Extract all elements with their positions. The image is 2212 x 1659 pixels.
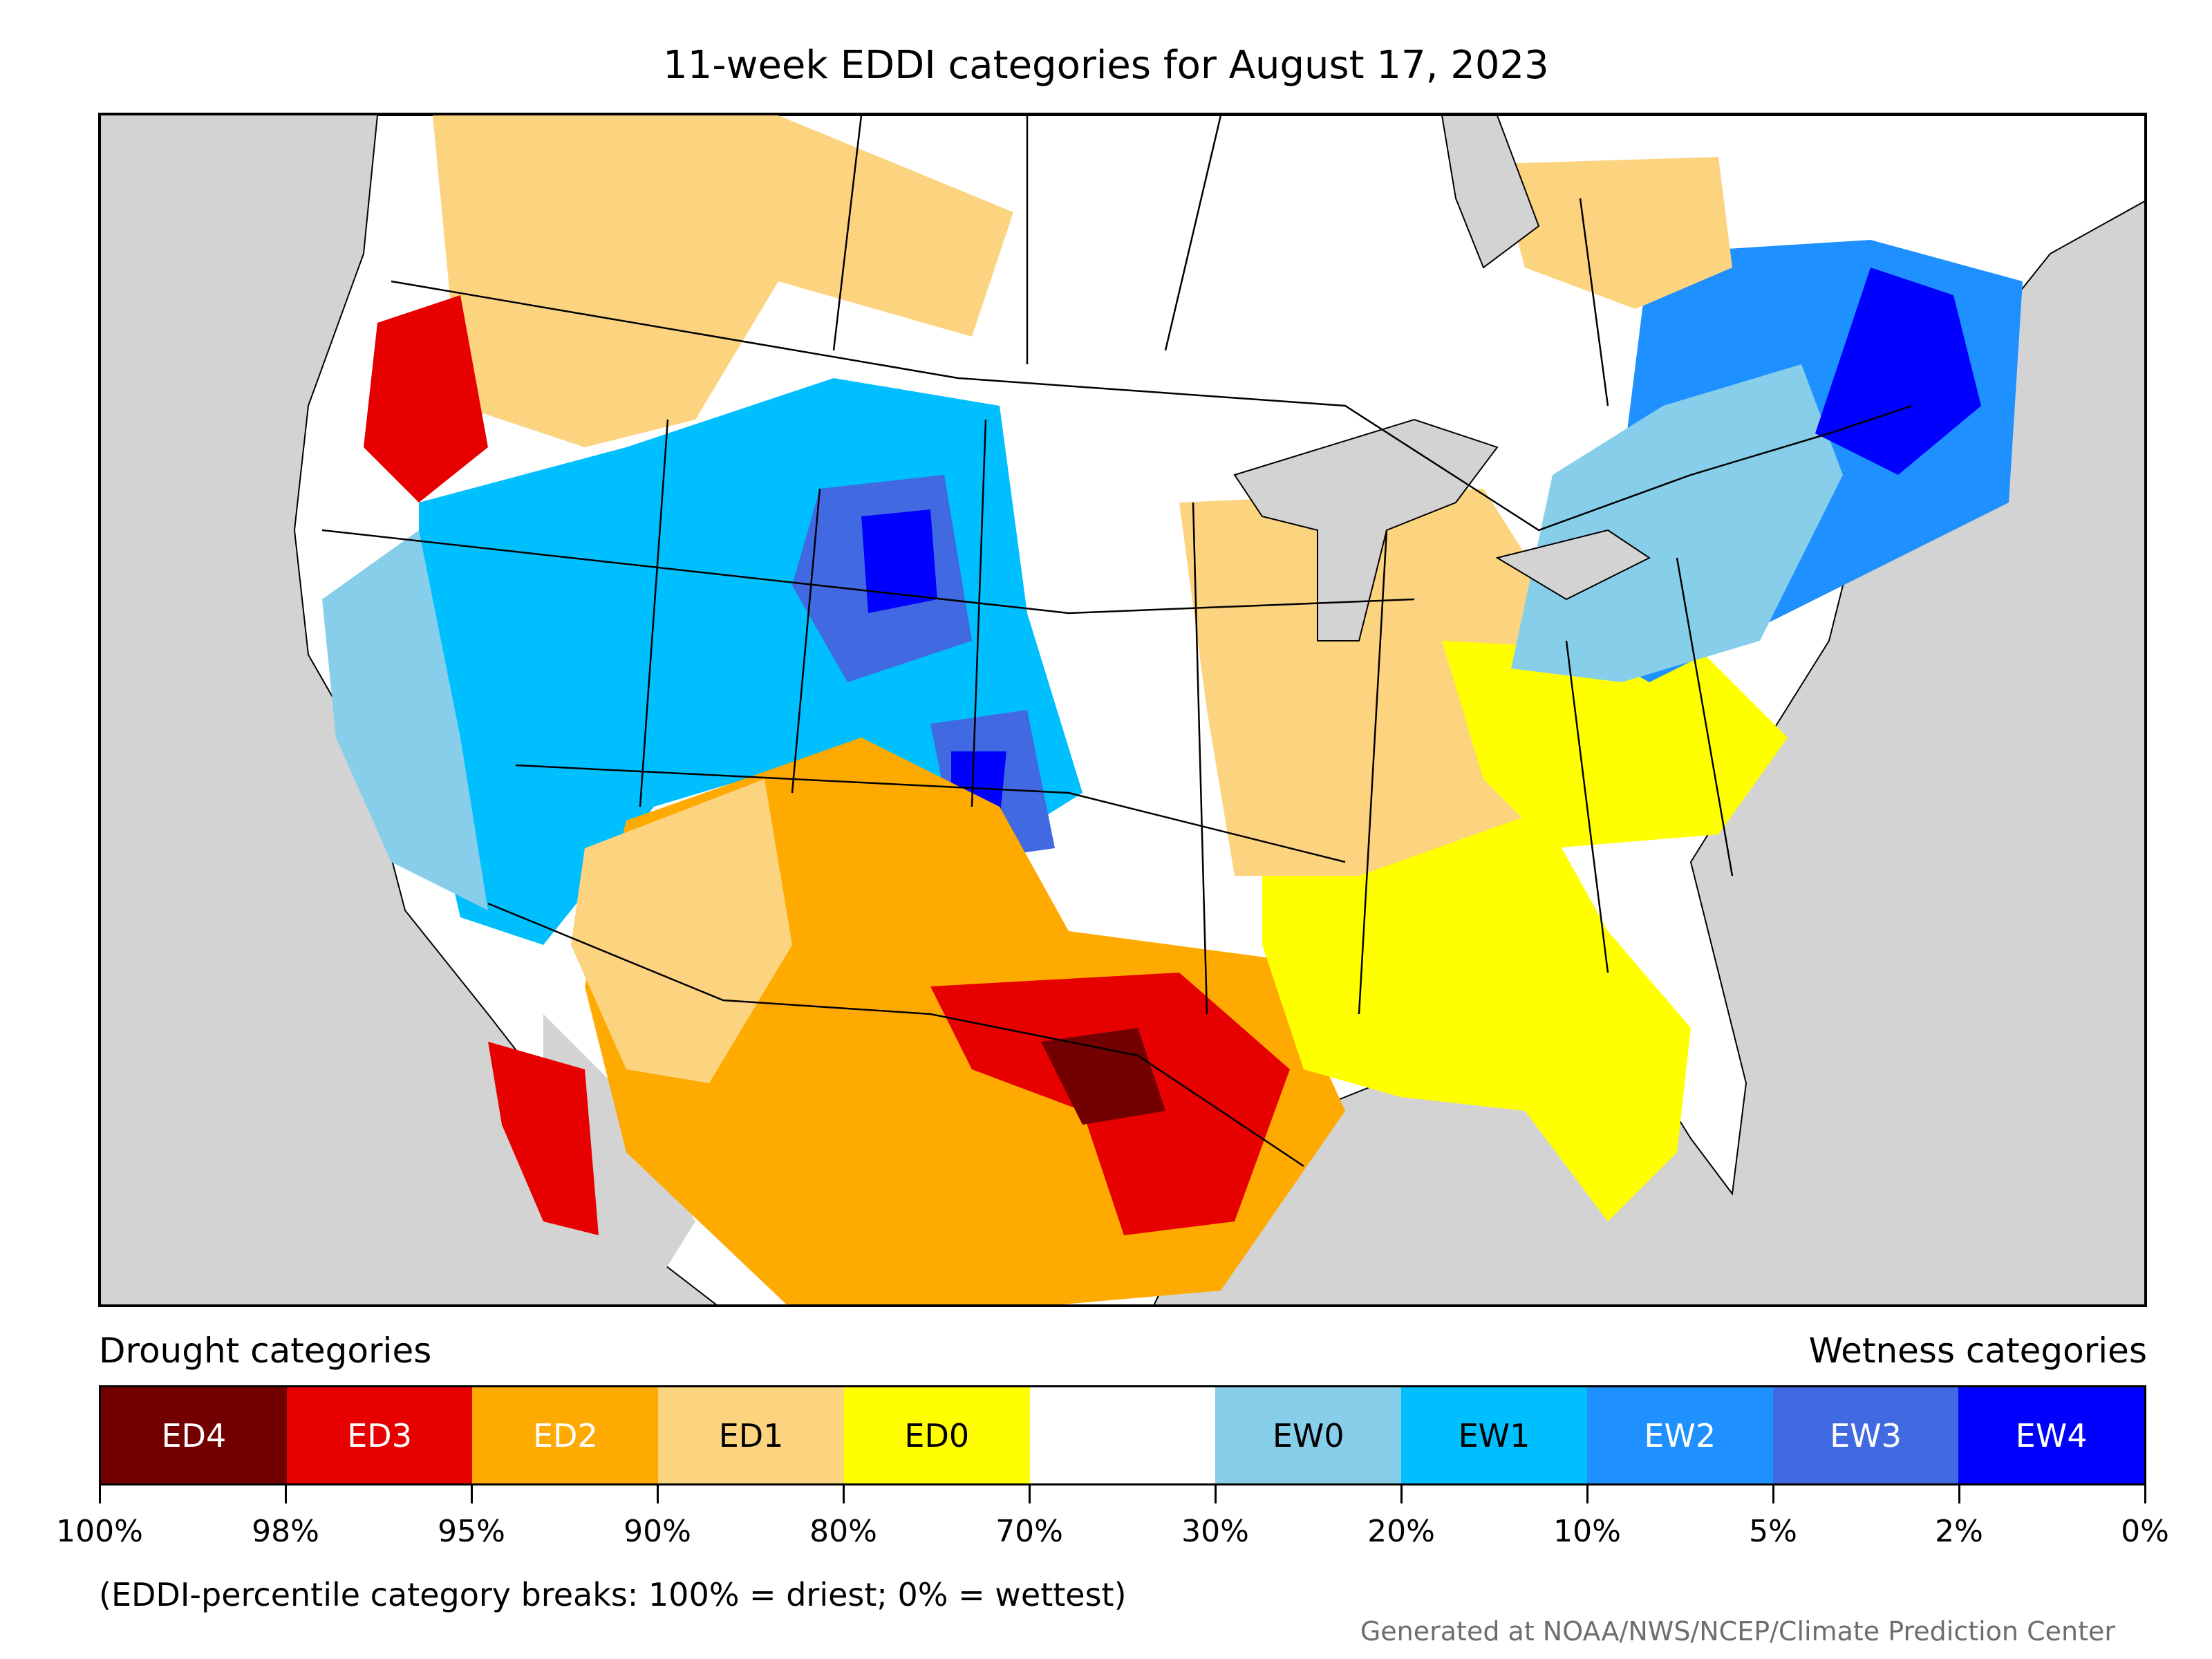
- colorbar-tick-label: 90%: [624, 1514, 691, 1549]
- region-ed1-midwest: [1179, 489, 1580, 876]
- region-ed4-texas-core: [1041, 1028, 1165, 1125]
- region-ed3-baja: [488, 1042, 599, 1235]
- colorbar-tick: [1772, 1485, 1774, 1503]
- category-cell: EW3: [1772, 1387, 1959, 1483]
- category-cell: ED0: [843, 1387, 1030, 1483]
- colorbar-tick-label: 10%: [1553, 1514, 1621, 1549]
- legend-wetness-label: Wetness categories: [1808, 1331, 2147, 1371]
- credit-text: Generated at NOAA/NWS/NCEP/Climate Predi…: [1360, 1616, 2115, 1647]
- category-cell: EW0: [1215, 1387, 1402, 1483]
- colorbar-tick-label: 30%: [1181, 1514, 1249, 1549]
- colorbar-tick-label: 100%: [56, 1514, 143, 1549]
- category-cell: EW2: [1586, 1387, 1773, 1483]
- colorbar-tick: [1215, 1485, 1217, 1503]
- colorbar-tick: [1586, 1485, 1588, 1503]
- colorbar-tick: [285, 1485, 287, 1503]
- colorbar-tick-label: 0%: [2121, 1514, 2169, 1549]
- region-ed3-oregon-coast: [364, 295, 488, 503]
- colorbar-tick: [99, 1485, 101, 1503]
- colorbar-tick: [1029, 1485, 1031, 1503]
- map-svg: [293, 115, 2144, 1304]
- colorbar-ticks: [99, 1485, 2146, 1506]
- eddi-map: [98, 113, 2147, 1307]
- colorbar-tick-label: 2%: [1935, 1514, 1983, 1549]
- colorbar-tick: [471, 1485, 473, 1503]
- category-cell: EW4: [1958, 1387, 2145, 1483]
- region-ew0-west-edge: [322, 530, 488, 910]
- category-cell: EW1: [1401, 1387, 1587, 1483]
- category-cell: ED3: [286, 1387, 473, 1483]
- region-ed1-southwest-edge: [571, 779, 792, 1083]
- region-ed0-southeast: [1262, 807, 1691, 1221]
- colorbar-tick-label: 98%: [252, 1514, 319, 1549]
- colorbar-tick: [843, 1485, 845, 1503]
- colorbar-tick: [2144, 1485, 2146, 1503]
- category-note: (EDDI-percentile category breaks: 100% =…: [99, 1576, 1127, 1613]
- colorbar-tick-label: 95%: [438, 1514, 505, 1549]
- colorbar-tick: [657, 1485, 659, 1503]
- region-ed1-ontario: [1497, 157, 1732, 309]
- category-colorbar: ED4 ED3 ED2 ED1 ED0 EW0 EW1 EW2 EW3 EW4: [99, 1385, 2146, 1485]
- map-title: 11-week EDDI categories for August 17, 2…: [663, 43, 1549, 88]
- colorbar-tick-label: 5%: [1749, 1514, 1797, 1549]
- category-cell: ED2: [472, 1387, 659, 1483]
- colorbar-tick: [1958, 1485, 1960, 1503]
- colorbar-tick: [1400, 1485, 1403, 1503]
- colorbar-tick-label: 70%: [995, 1514, 1063, 1549]
- region-ew4-maine-quebec: [1815, 268, 1981, 475]
- boundaries: [321, 115, 1913, 1168]
- colorbar-tick-label: 20%: [1367, 1514, 1435, 1549]
- legend-drought-label: Drought categories: [99, 1331, 432, 1371]
- category-cell: ED4: [101, 1387, 287, 1483]
- region-ew4-wyoming-core: [861, 509, 937, 613]
- great-lakes: [1233, 418, 1651, 641]
- colorbar-tick-label: 80%: [809, 1514, 877, 1549]
- region-ew0-northeast: [1511, 364, 1843, 682]
- category-cell: [1029, 1387, 1216, 1483]
- category-cell: ED1: [658, 1387, 844, 1483]
- region-ed1-northwest: [433, 115, 1013, 447]
